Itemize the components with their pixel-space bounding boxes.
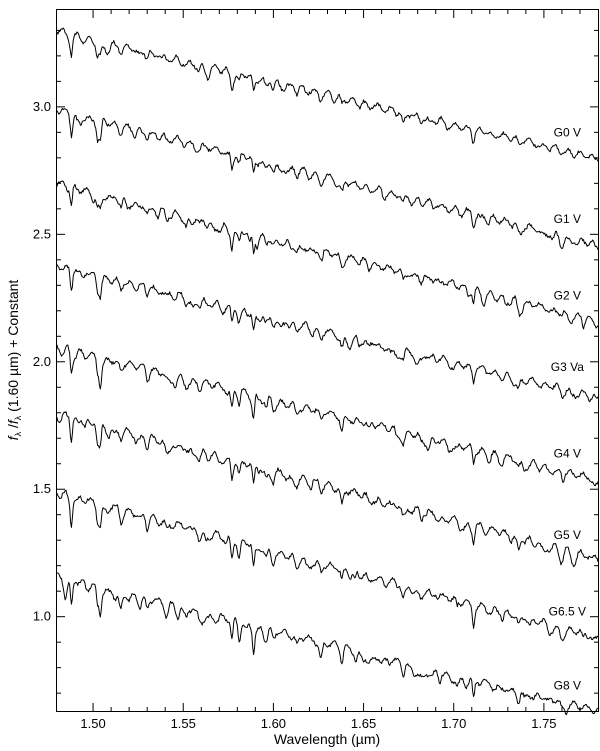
plot-frame <box>56 9 599 712</box>
series-label: G2 V <box>554 288 581 302</box>
x-tick-label: 1.70 <box>441 716 466 731</box>
spectrum-line <box>56 180 599 330</box>
y-axis-title-f2: f <box>5 418 21 424</box>
y-axis-title-sub1: λ <box>13 431 23 436</box>
series-label: G3 Va <box>551 360 584 374</box>
x-tick-label: 1.75 <box>531 716 556 731</box>
spectrum-line <box>56 27 599 162</box>
spectrum-line <box>56 107 599 250</box>
series-label: G5 V <box>554 528 581 542</box>
y-axis-title-suffix: (1.60 µm) + Constant <box>5 280 21 416</box>
x-tick-label: 1.50 <box>80 716 105 731</box>
series-label: G8 V <box>554 679 581 693</box>
spectrum-line <box>56 264 599 403</box>
spectrum-line <box>56 411 599 568</box>
series-label: G1 V <box>554 212 581 226</box>
y-tick-label: 1.5 <box>33 481 51 496</box>
y-tick-label: 2.5 <box>33 226 51 241</box>
series-label: G6.5 V <box>549 605 586 619</box>
series-label: G4 V <box>554 447 581 461</box>
series-label: G0 V <box>554 125 581 139</box>
y-axis-title-sub2: λ <box>13 415 23 420</box>
axis-ticks: 1.50 1.55 1.60 1.65 1.70 1.75 1.0 1.5 2.0 2.5 3.0 <box>33 10 598 731</box>
y-tick-label: 1.0 <box>33 609 51 624</box>
x-tick-label: 1.65 <box>351 716 376 731</box>
x-tick-label: 1.60 <box>261 716 286 731</box>
y-axis-title-slash: / <box>5 424 21 432</box>
spectrum-line <box>56 344 599 487</box>
x-tick-label: 1.55 <box>171 716 196 731</box>
series-labels: G0 V G1 V G2 V G3 Va G4 V G5 V G6.5 V G8 V <box>549 125 586 692</box>
spectra-group <box>56 27 599 716</box>
y-tick-label: 2.0 <box>33 354 51 369</box>
y-axis-title-f1: f <box>5 434 21 440</box>
y-tick-label: 3.0 <box>33 99 51 114</box>
spectrum-line <box>56 489 599 642</box>
spectrum-line <box>56 572 599 716</box>
y-axis-title: fλ /fλ (1.60 µm) + Constant <box>5 280 23 441</box>
x-axis-title: Wavelength (µm) <box>274 731 380 747</box>
